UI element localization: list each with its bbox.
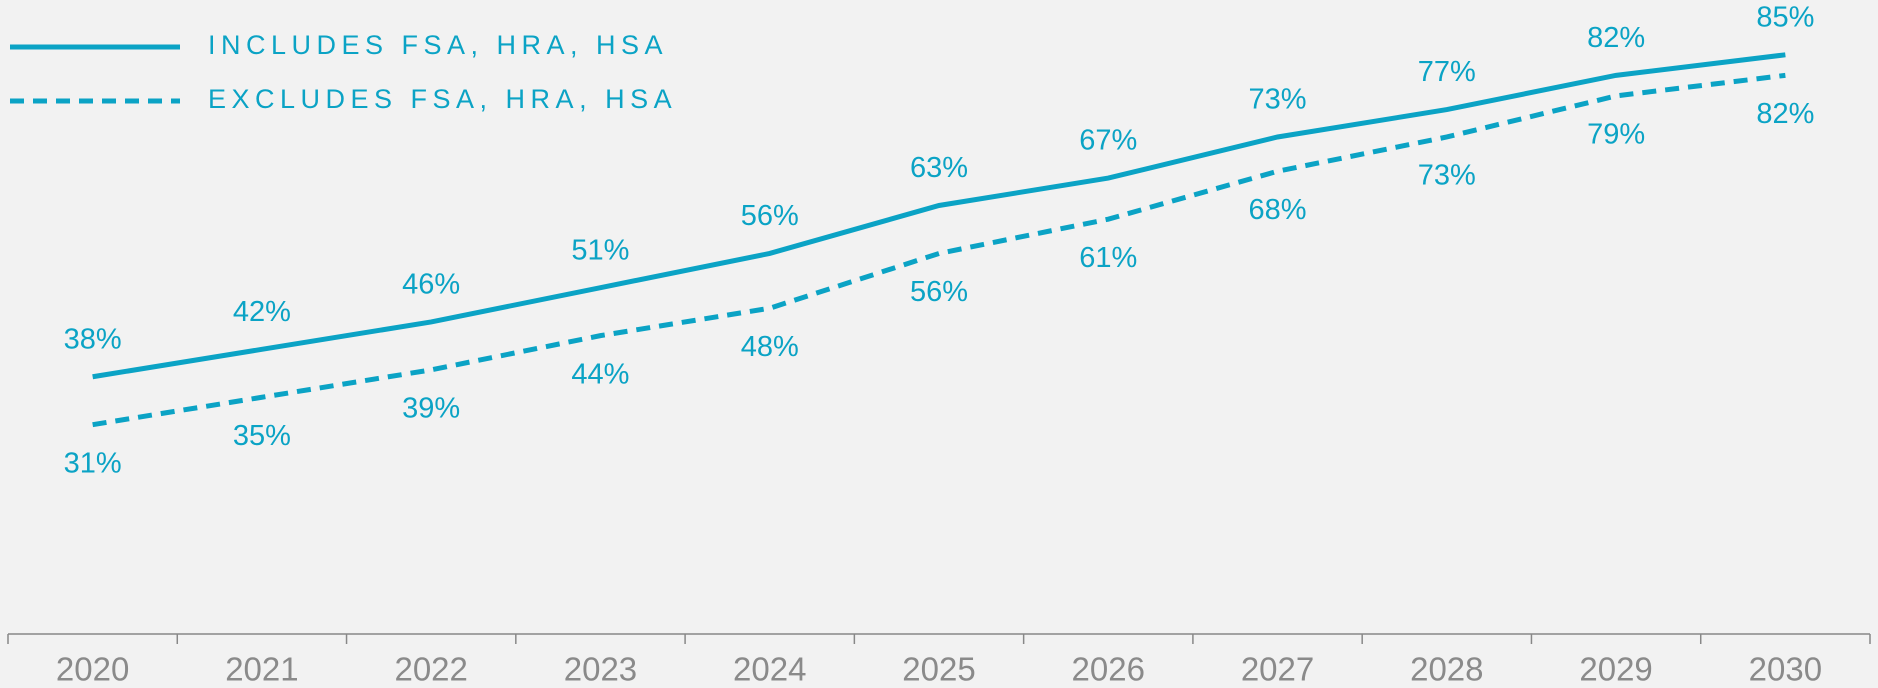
data-label: 73% [1418, 160, 1476, 192]
x-tick-label: 2020 [56, 651, 129, 688]
data-label: 31% [64, 447, 122, 479]
data-label: 35% [233, 420, 291, 452]
x-tick-label: 2027 [1241, 651, 1314, 688]
x-tick-label: 2024 [733, 651, 806, 688]
data-label: 82% [1587, 22, 1645, 54]
data-label: 79% [1587, 119, 1645, 151]
data-label: 63% [910, 152, 968, 184]
data-label: 56% [741, 200, 799, 232]
line [92, 52, 1786, 380]
data-label: 67% [1079, 125, 1137, 157]
data-label: 51% [571, 234, 629, 266]
x-tick-label: 2025 [902, 651, 975, 688]
data-label: 56% [910, 276, 968, 308]
data-label: 42% [233, 296, 291, 328]
data-label: 61% [1079, 242, 1137, 274]
data-label: 82% [1756, 98, 1814, 130]
x-tick-label: 2023 [564, 651, 637, 688]
data-label: 73% [1249, 84, 1307, 116]
data-label: 77% [1418, 56, 1476, 88]
x-tick-label: 2028 [1410, 651, 1483, 688]
data-label: 48% [741, 331, 799, 363]
data-label: 85% [1756, 1, 1814, 33]
data-label: 39% [402, 393, 460, 425]
data-label: 44% [571, 358, 629, 390]
x-tick-label: 2026 [1072, 651, 1145, 688]
x-tick-label: 2029 [1579, 651, 1652, 688]
legend-label: INCLUDES FSA, HRA, HSA [208, 30, 668, 60]
legend-label: EXCLUDES FSA, HRA, HSA [208, 84, 677, 114]
x-tick-label: 2022 [394, 651, 467, 688]
x-tick-label: 2021 [225, 651, 298, 688]
x-tick-label: 2030 [1749, 651, 1822, 688]
data-label: 46% [402, 269, 460, 301]
line [92, 72, 1786, 428]
data-label: 38% [64, 323, 122, 355]
data-label: 68% [1249, 194, 1307, 226]
